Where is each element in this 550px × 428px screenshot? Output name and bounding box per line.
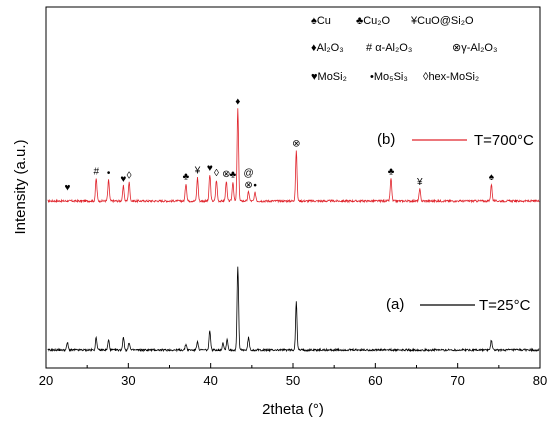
legend-alpha-al2o3-label: α-Al₂O₃ <box>375 42 412 54</box>
series-a-tag: (a) <box>386 296 404 313</box>
legend-al2o3-symbol: ♦ <box>311 42 317 54</box>
svg-text:¥CuO@Si₂O: ¥CuO@Si₂O <box>410 15 474 27</box>
x-tick-label: 20 <box>39 373 53 388</box>
peak-marker: ♥ <box>120 174 126 185</box>
peak-marker: ♥ <box>64 182 70 193</box>
peak-marker: • <box>253 181 257 192</box>
legend-gamma-al2o3-symbol: ⊗ <box>452 42 461 54</box>
series-legend-a: (a) T=25°C <box>386 296 531 314</box>
phase-legend: ♠Cu ♣Cu₂O ¥CuO@Si₂O ♦Al₂O₃ # α-Al₂O₃ ⊗γ-… <box>311 15 497 83</box>
peak-marker: ♦ <box>235 97 240 108</box>
legend-cu2o-label: Cu₂O <box>363 15 390 27</box>
legend-gamma-al2o3-label: γ-Al₂O₃ <box>461 42 497 54</box>
legend-cuo-symbol: ¥ <box>410 15 418 27</box>
peak-marker: ¥ <box>194 165 201 176</box>
peak-marker: ♣ <box>183 171 190 182</box>
legend-hex-mosi2-symbol: ◊ <box>423 71 429 83</box>
y-axis-label: Intensity (a.u.) <box>12 139 29 234</box>
series-legend-b: (b) T=700°C <box>377 131 534 149</box>
svg-text:⊗γ-Al₂O₃: ⊗γ-Al₂O₃ <box>452 42 497 54</box>
x-tick-label: 60 <box>368 373 382 388</box>
svg-text:♣Cu₂O: ♣Cu₂O <box>356 15 391 27</box>
legend-cu-label: Cu <box>317 15 331 27</box>
legend-mo5si3-symbol: • <box>370 71 374 83</box>
legend-alpha-al2o3-symbol: # <box>366 42 373 54</box>
peak-marker: ⊗ <box>292 139 300 150</box>
peak-marker: ♣ <box>388 166 395 177</box>
peak-marker: # <box>93 166 99 177</box>
svg-text:◊hex-MoSi₂: ◊hex-MoSi₂ <box>423 71 479 83</box>
series-b-name: T=700°C <box>474 132 534 149</box>
legend-al2o3-label: Al₂O₃ <box>317 42 344 54</box>
series-b-tag: (b) <box>377 131 395 148</box>
legend-mosi2-label: MoSi₂ <box>318 71 347 83</box>
x-axis-label: 2theta (°) <box>262 401 324 418</box>
legend-hex-mosi2-label: hex-MoSi₂ <box>428 71 479 83</box>
peak-marker: ◊ <box>127 171 132 182</box>
peak-marker: ⊗ <box>244 180 252 191</box>
svg-text:♠Cu: ♠Cu <box>311 15 331 27</box>
legend-mo5si3-label: Mo₅Si₃ <box>374 71 408 83</box>
legend-mosi2-symbol: ♥ <box>311 71 318 83</box>
x-tick-label: 40 <box>203 373 217 388</box>
series-line-b <box>47 108 540 204</box>
svg-text:♥MoSi₂: ♥MoSi₂ <box>311 71 347 83</box>
plot-frame <box>45 6 541 369</box>
svg-text:# α-Al₂O₃: # α-Al₂O₃ <box>366 42 412 54</box>
legend-cuo-label: CuO@Si₂O <box>417 15 474 27</box>
peak-marker: ♥ <box>207 163 213 174</box>
x-tick-label: 30 <box>121 373 135 388</box>
peak-marker: ¥ <box>416 177 423 188</box>
legend-cu-symbol: ♠ <box>311 15 317 27</box>
peak-marker: ◊ <box>214 168 219 179</box>
peak-marker: ♣ <box>230 170 237 181</box>
peak-marker: ♠ <box>489 172 495 183</box>
x-tick-label: 80 <box>533 373 547 388</box>
series-group <box>47 108 540 353</box>
svg-text:♦Al₂O₃: ♦Al₂O₃ <box>311 42 344 54</box>
peak-marker: ⊗ <box>222 169 230 180</box>
series-line-a <box>47 266 540 353</box>
x-axis-ticks: 20 30 40 50 60 70 80 <box>39 363 547 388</box>
x-tick-label: 50 <box>286 373 300 388</box>
x-tick-label: 70 <box>450 373 464 388</box>
svg-text:•Mo₅Si₃: •Mo₅Si₃ <box>370 71 408 83</box>
peak-marker: • <box>107 168 111 179</box>
peak-marker-group: ♥# •♥ ◊ ♣¥ ♥ ◊ ⊗ ♣♦⊗@•⊗♣¥ ♠ <box>64 97 494 194</box>
peak-marker: @ <box>243 168 253 179</box>
series-a-name: T=25°C <box>479 297 531 314</box>
legend-cu2o-symbol: ♣ <box>356 15 363 27</box>
